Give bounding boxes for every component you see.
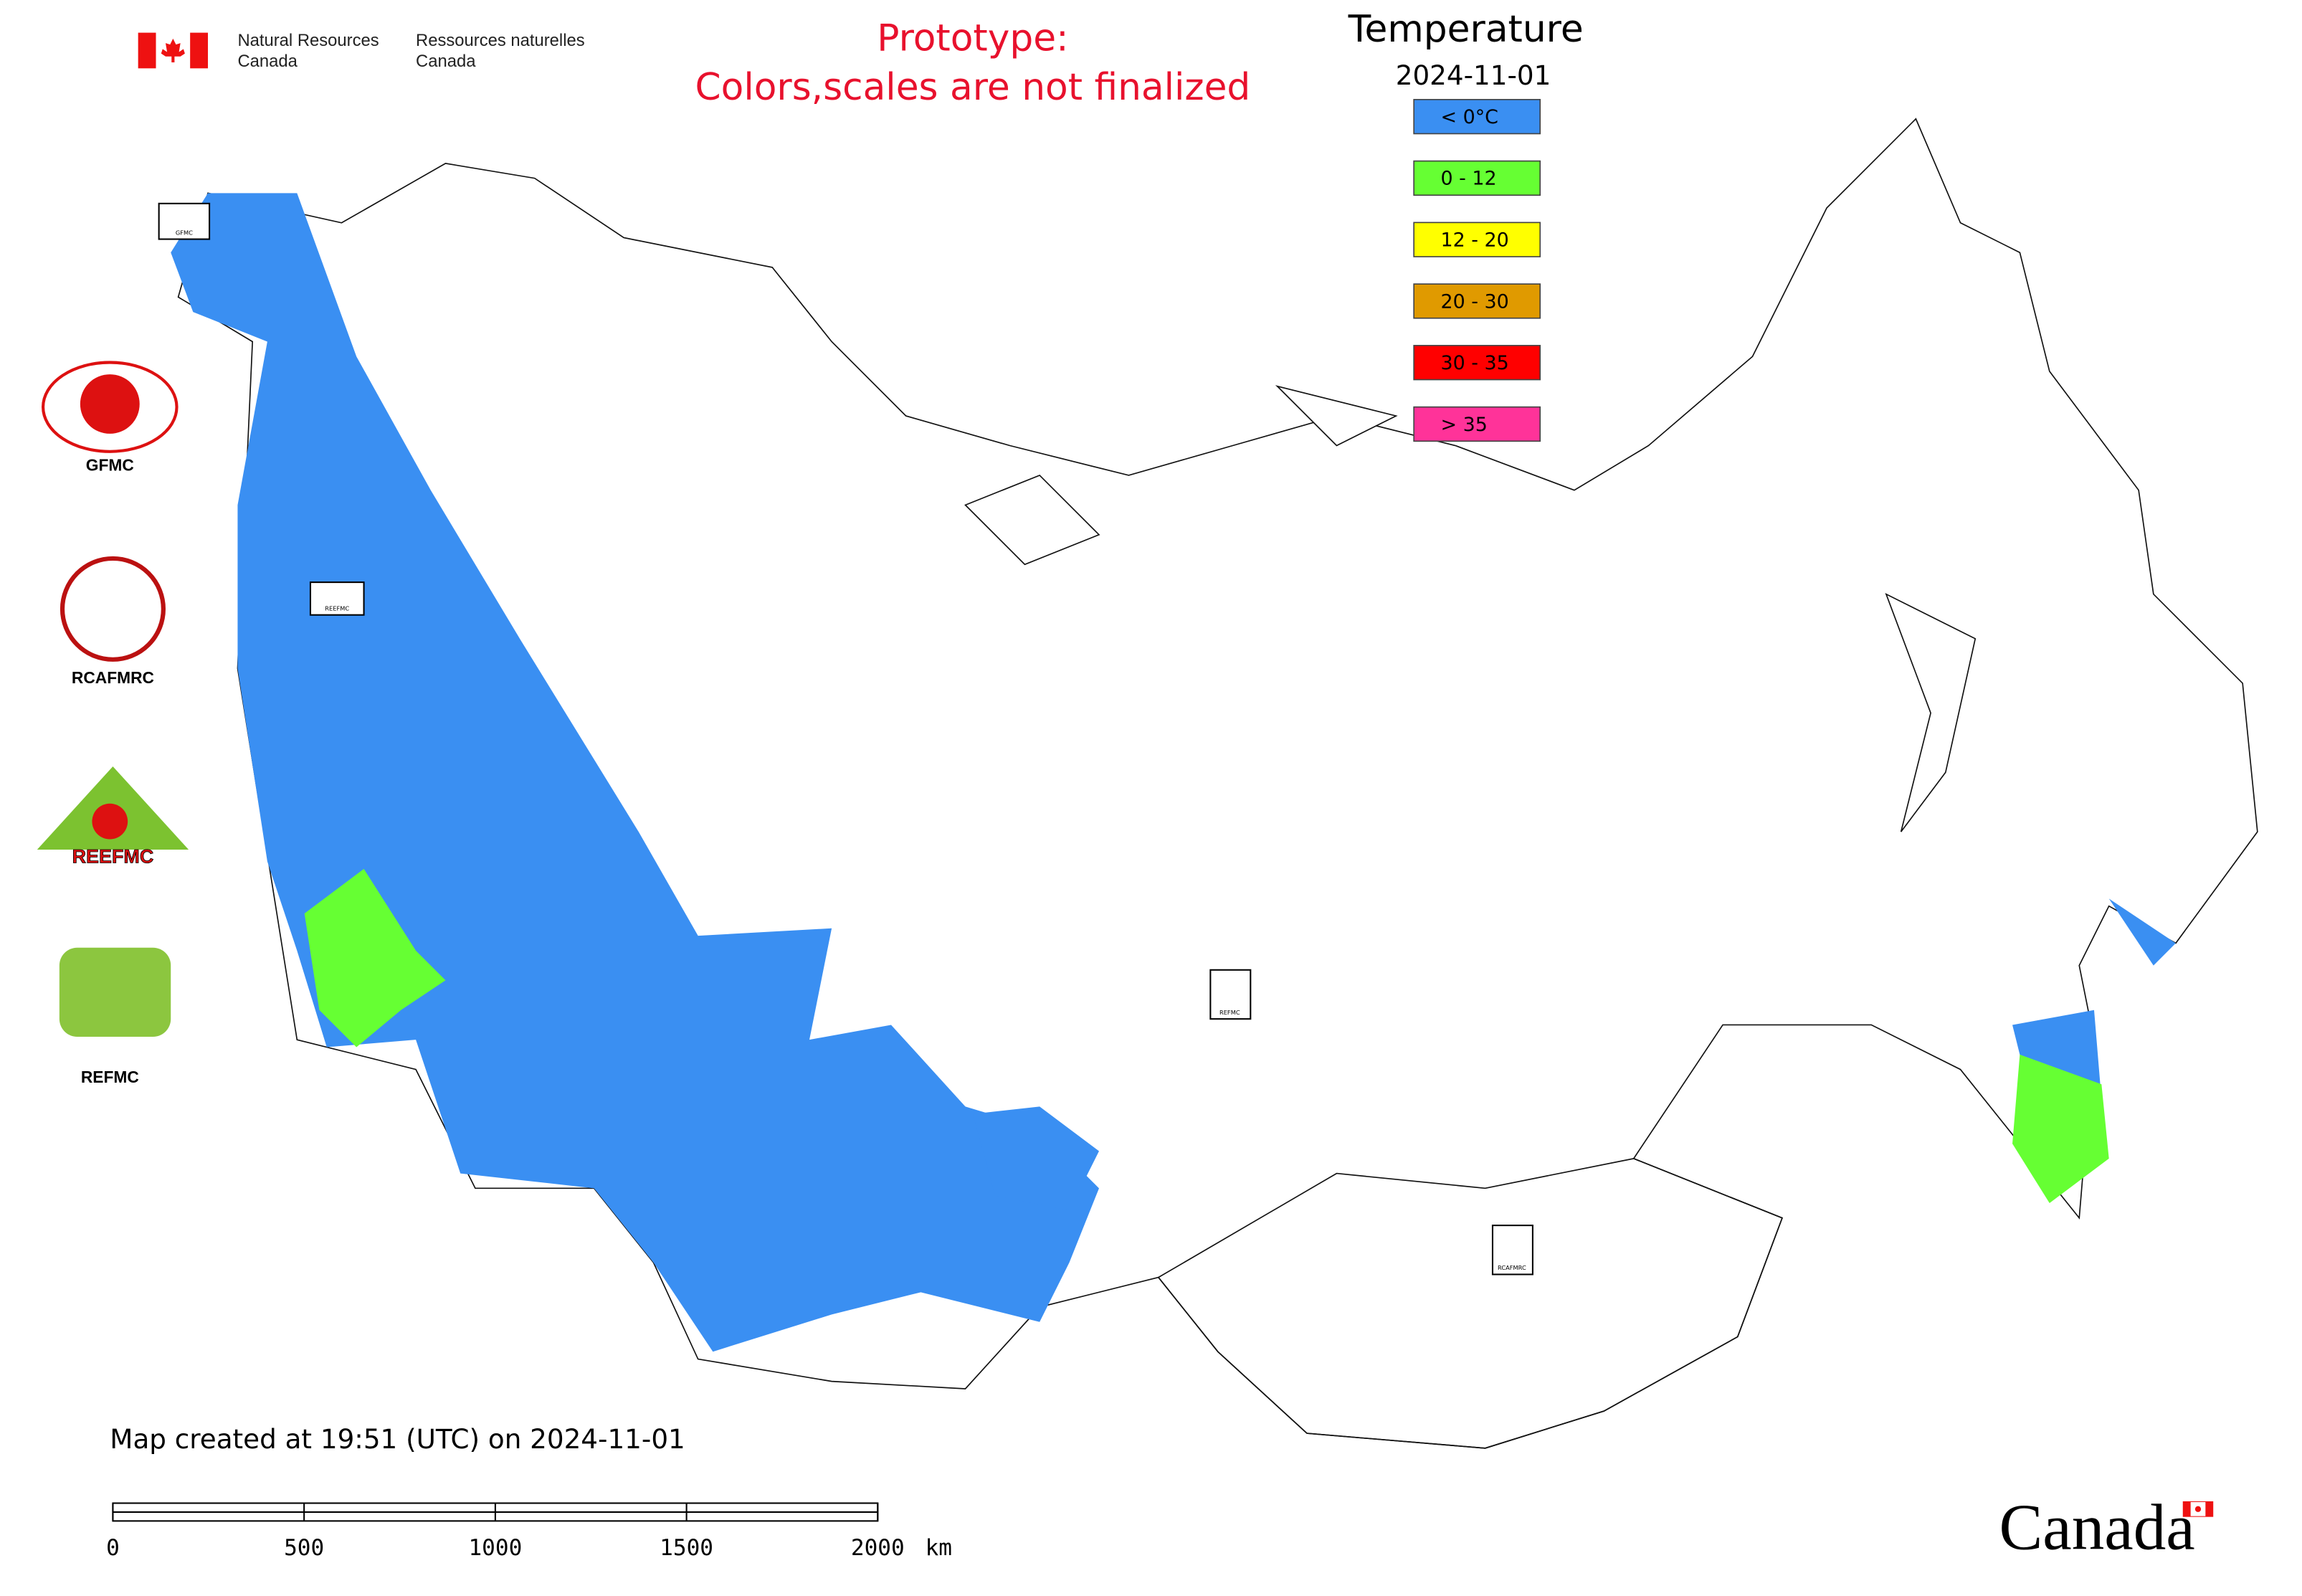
legend: < 0°C 0 - 12 12 - 20 20 - 30 30 - 35 > 35 <box>1413 98 1541 442</box>
legend-label: < 0°C <box>1440 106 1498 128</box>
map-logo-markers: GFMC REEFMC REFMC RCAFMRC <box>158 202 1533 1276</box>
prototype-notice: Prototype: <box>877 16 1068 60</box>
legend-label: 20 - 30 <box>1440 290 1508 313</box>
legend-title: Temperature <box>1348 8 1584 51</box>
agency-en: Canada <box>237 52 298 71</box>
logo-label: REFMC <box>81 1068 139 1086</box>
legend-swatch <box>1413 98 1541 135</box>
logo-label: REEFMC <box>72 846 154 868</box>
legend-label: 12 - 20 <box>1440 229 1508 251</box>
agency-fr: Ressources naturelles <box>416 31 585 50</box>
scale-label: 1500 <box>660 1535 713 1561</box>
canada-wordmark: Canada <box>1999 1491 2194 1564</box>
legend-date: 2024-11-01 <box>1396 60 1551 91</box>
marker-label: GFMC <box>176 229 193 236</box>
scale-label: 0 <box>106 1535 120 1561</box>
legend-label: > 35 <box>1440 414 1487 436</box>
legend-label: 30 - 35 <box>1440 352 1508 374</box>
scale-label: 500 <box>284 1535 324 1561</box>
agency-fr: Canada <box>416 52 476 71</box>
marker-label: REEFMC <box>325 604 349 612</box>
scale-label: 1000 <box>468 1535 522 1561</box>
logo-label: GFMC <box>86 456 134 475</box>
marker-label: REFMC <box>1219 1009 1240 1016</box>
nrcan-flag <box>138 32 209 69</box>
legend-label: 0 - 12 <box>1440 168 1496 190</box>
created-note: Map created at 19:51 (UTC) on 2024-11-01 <box>110 1423 685 1455</box>
temperature-area <box>171 193 2176 1352</box>
prototype-notice: Colors,scales are not finalized <box>695 66 1251 109</box>
side-logos <box>37 361 189 1037</box>
scale-unit: km <box>926 1535 952 1561</box>
legend-swatch <box>1413 406 1541 442</box>
agency-en: Natural Resources <box>237 31 379 50</box>
legend-swatch <box>1413 160 1541 196</box>
legend-swatch <box>1413 345 1541 381</box>
wordmark-flag <box>2182 1501 2214 1517</box>
logo-label: RCAFMRC <box>72 668 154 687</box>
legend-swatch <box>1413 222 1541 257</box>
scale-bar: 0 500 1000 1500 2000 km <box>106 1502 952 1561</box>
scale-label: 2000 <box>851 1535 905 1561</box>
marker-label: RCAFMRC <box>1498 1264 1526 1271</box>
legend-swatch <box>1413 283 1541 319</box>
